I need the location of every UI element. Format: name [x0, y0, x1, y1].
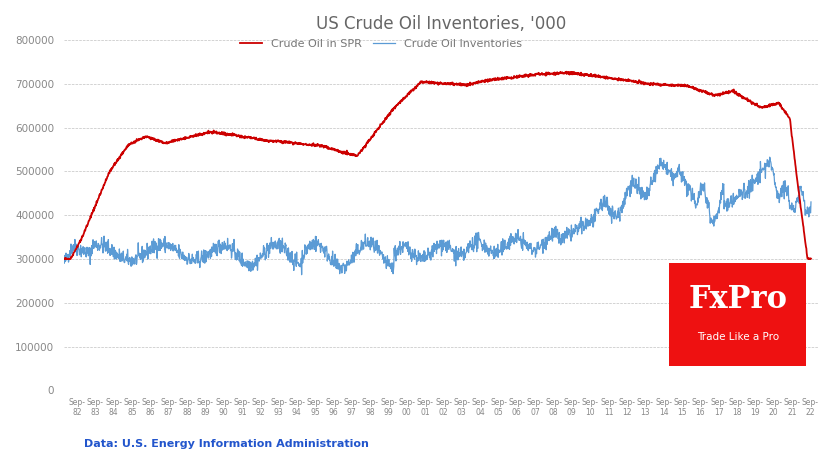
- Crude Oil in SPR: [191, 131, 201, 137]
- Crude Oil in SPR: [806, 256, 816, 261]
- Crude Oil Inventories: [488, 250, 498, 255]
- Crude Oil in SPR: [659, 81, 669, 87]
- Text: FxPro: FxPro: [688, 284, 787, 315]
- Text: Trade Like a Pro: Trade Like a Pro: [696, 332, 779, 343]
- Crude Oil Inventories: [659, 157, 669, 163]
- Crude Oil in SPR: [488, 76, 498, 82]
- Crude Oil Inventories: [732, 196, 742, 202]
- Line: Crude Oil in SPR: Crude Oil in SPR: [63, 72, 811, 259]
- Crude Oil Inventories: [296, 272, 306, 277]
- FancyBboxPatch shape: [669, 263, 807, 366]
- Title: US Crude Oil Inventories, '000: US Crude Oil Inventories, '000: [316, 15, 567, 33]
- Line: Crude Oil Inventories: Crude Oil Inventories: [63, 157, 811, 274]
- Crude Oil Inventories: [765, 154, 775, 160]
- Crude Oil in SPR: [732, 91, 742, 96]
- Crude Oil in SPR: [59, 256, 69, 262]
- Crude Oil Inventories: [58, 258, 68, 264]
- Text: Data: U.S. Energy Information Administration: Data: U.S. Energy Information Administra…: [84, 439, 368, 449]
- Legend: Crude Oil in SPR, Crude Oil Inventories: Crude Oil in SPR, Crude Oil Inventories: [235, 34, 527, 53]
- Crude Oil in SPR: [744, 98, 754, 104]
- Crude Oil Inventories: [190, 257, 200, 263]
- Crude Oil Inventories: [806, 199, 816, 205]
- Crude Oil in SPR: [58, 256, 68, 262]
- Crude Oil in SPR: [190, 133, 200, 139]
- Crude Oil Inventories: [190, 258, 200, 263]
- Crude Oil Inventories: [743, 185, 753, 191]
- Crude Oil in SPR: [561, 69, 571, 75]
